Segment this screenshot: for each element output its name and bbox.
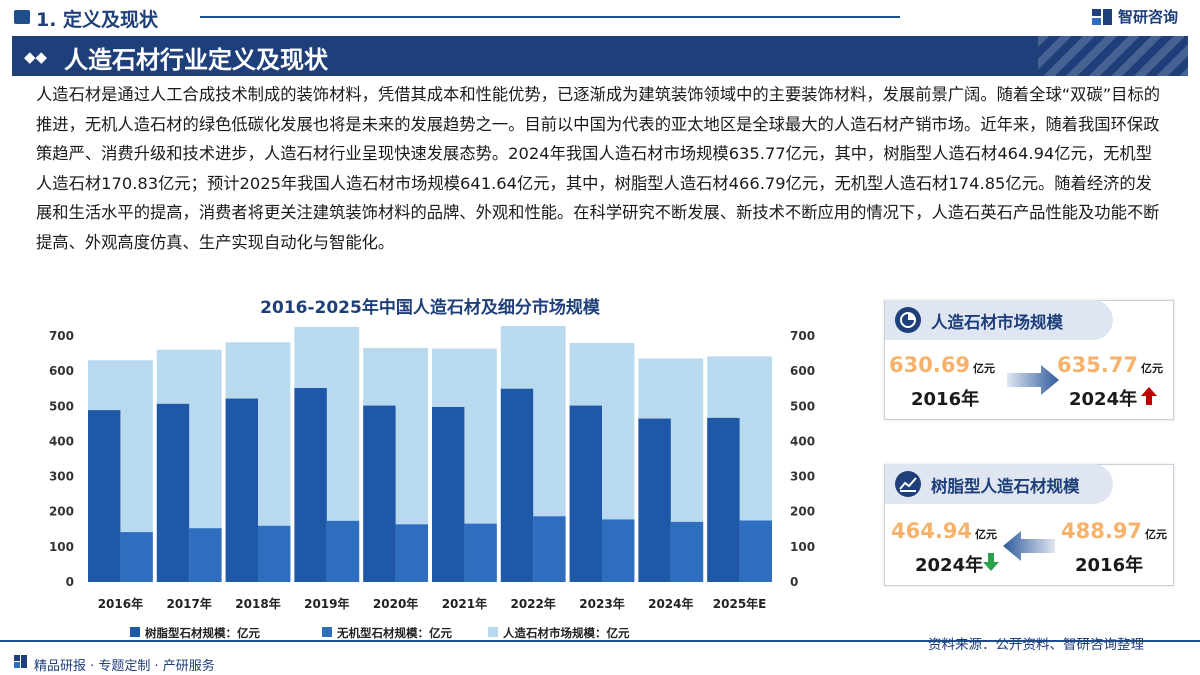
source-note: 资料来源：公开资料、智研咨询整理 [928, 637, 1144, 653]
bar-resin [225, 398, 258, 582]
current-year: 2024年 [915, 555, 984, 576]
y-tick-label-left: 300 [49, 470, 74, 484]
bar-inorganic [670, 521, 704, 582]
card-title: 人造石材市场规模 [931, 313, 1063, 332]
bar-inorganic [464, 523, 497, 582]
x-tick-label: 2018年 [235, 596, 280, 611]
trend-down-icon [983, 553, 999, 571]
current-value: 464.94 亿元 [891, 519, 998, 543]
brand-name: 智研咨询 [1117, 8, 1178, 26]
legend-swatch [322, 627, 332, 637]
bar-inorganic [120, 532, 153, 582]
title-banner: ◆◆ 人造石材行业定义及现状 [12, 36, 1188, 76]
y-tick-label-right: 100 [790, 540, 815, 554]
y-tick-label-right: 700 [790, 329, 815, 343]
start-value: 630.69 亿元 [889, 353, 996, 377]
y-tick-label-left: 700 [49, 329, 74, 343]
brand-mark-icon [1091, 8, 1112, 25]
base-year: 2016年 [1075, 555, 1144, 576]
bar-resin [88, 410, 121, 582]
card-title: 树脂型人造石材规模 [931, 477, 1080, 496]
y-tick-label-left: 600 [49, 364, 74, 378]
bar-inorganic [533, 516, 566, 582]
card-header: 树脂型人造石材规模 [885, 464, 1113, 504]
bar-resin [500, 388, 534, 582]
legend-swatch [130, 627, 140, 637]
arrow-right-icon [1007, 365, 1059, 395]
bar-resin [569, 405, 602, 582]
market-size-chart: 0 0 100 100 200 200 300 300 400 400 500 500 600 600 70… [49, 326, 815, 640]
header-divider [200, 16, 900, 18]
brand-logo: 智研咨询 [1091, 6, 1178, 27]
y-tick-label-left: 0 [66, 575, 74, 589]
bar-resin [432, 406, 465, 582]
x-tick-label: 2016年 [98, 596, 143, 611]
y-tick-label-left: 400 [49, 434, 74, 448]
bar-inorganic [189, 528, 222, 582]
y-tick-label-left: 200 [49, 505, 74, 519]
end-year: 2024年 [1069, 389, 1138, 410]
section-marker-icon [14, 10, 30, 24]
y-tick-label-right: 400 [790, 434, 815, 448]
resin-size-card: 树脂型人造石材规模 464.94 亿元 2024年 488.97 亿元 2016年 [884, 464, 1174, 586]
diamond-icon: ◆◆ [24, 48, 48, 66]
x-tick-label: 2021年 [442, 596, 487, 611]
bar-resin [638, 418, 671, 582]
arrow-left-icon [1003, 531, 1055, 561]
footer-services: 精品研报 · 专题定制 · 产研服务 [34, 659, 215, 674]
bar-inorganic [395, 524, 428, 582]
bar-resin [363, 405, 396, 582]
y-tick-label-left: 500 [49, 399, 74, 413]
x-tick-label: 2019年 [304, 596, 349, 611]
bar-resin [156, 403, 190, 582]
y-tick-label-right: 200 [790, 505, 815, 519]
end-value: 635.77 亿元 [1057, 353, 1164, 377]
x-tick-label: 2017年 [166, 596, 211, 611]
trend-chart-icon [895, 471, 921, 497]
y-tick-label-left: 100 [49, 540, 74, 554]
legend-label: 树脂型石材规模：亿元 [145, 626, 260, 640]
x-tick-label: 2024年 [648, 596, 693, 611]
y-tick-label-right: 300 [790, 470, 815, 484]
legend-label: 人造石材市场规模：亿元 [503, 626, 630, 640]
y-tick-label-right: 0 [790, 575, 798, 589]
x-tick-label: 2020年 [373, 596, 418, 611]
x-tick-label: 2025年E [713, 596, 767, 611]
bar-inorganic [602, 519, 635, 582]
bar-inorganic [739, 520, 772, 582]
base-value: 488.97 亿元 [1061, 519, 1168, 543]
start-year: 2016年 [911, 389, 980, 410]
legend-label: 无机型石材规模：亿元 [336, 626, 452, 640]
top-bar: 1. 定义及现状 智研咨询 [0, 0, 1200, 34]
banner-stripes [1038, 36, 1188, 76]
card-header: 人造石材市场规模 [885, 300, 1113, 340]
x-tick-label: 2022年 [510, 596, 555, 611]
legend-swatch [488, 627, 498, 637]
x-tick-label: 2023年 [579, 596, 624, 611]
market-size-card: 人造石材市场规模 630.69 亿元 2016年 635.77 亿元 2024年 [884, 300, 1174, 420]
bar-resin [707, 417, 740, 582]
bar-inorganic [326, 520, 360, 582]
y-tick-label-right: 600 [790, 364, 815, 378]
y-tick-label-right: 500 [790, 399, 815, 413]
bar-inorganic [258, 525, 291, 582]
bar-resin [294, 388, 327, 582]
chart-icon [895, 307, 921, 333]
intro-paragraph: 人造石材是通过人工合成技术制成的装饰材料，凭借其成本和性能优势，已逐渐成为建筑装… [36, 85, 1161, 252]
chart-title: 2016-2025年中国人造石材及细分市场规模 [260, 298, 600, 318]
section-title: 1. 定义及现状 [36, 9, 159, 31]
trend-up-icon [1141, 387, 1157, 405]
footer-logo-icon [14, 655, 27, 668]
footer: 精品研报 · 专题定制 · 产研服务 资料来源：公开资料、智研咨询整理 [0, 637, 1200, 675]
banner-title: 人造石材行业定义及现状 [64, 46, 328, 74]
